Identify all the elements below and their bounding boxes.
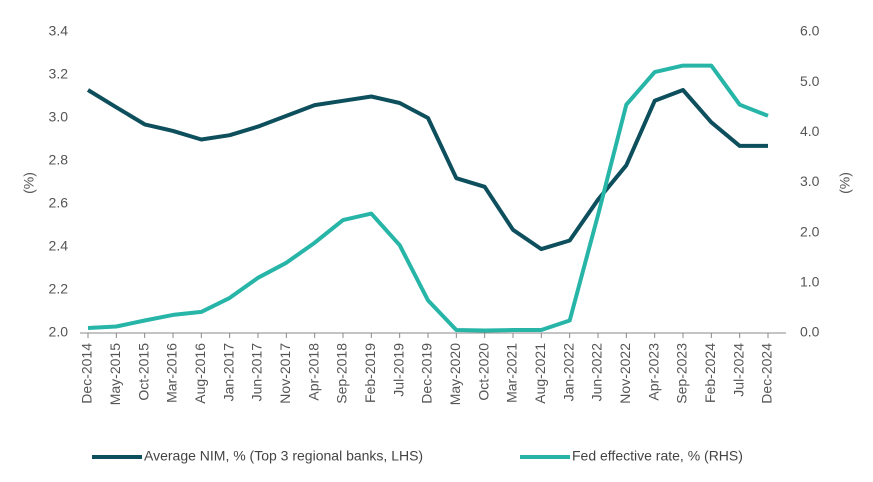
y-tick-label: 2.0 — [49, 324, 69, 340]
y2-axis-title: (%) — [837, 172, 853, 194]
y-tick-label: 2.6 — [49, 195, 69, 211]
y2-tick-label: 4.0 — [800, 123, 820, 139]
y2-tick-label: 6.0 — [800, 23, 820, 39]
y2-tick-label: 5.0 — [800, 73, 820, 89]
x-tick-label: Jun-2022 — [589, 343, 605, 402]
x-tick-label: Apr-2018 — [305, 343, 321, 401]
x-tick-label: Aug-2016 — [192, 343, 208, 404]
x-tick-label: Aug-2021 — [532, 343, 548, 404]
y2-tick-label: 2.0 — [800, 223, 820, 239]
y-tick-label: 3.4 — [49, 23, 69, 39]
x-tick-label: Nov-2017 — [277, 343, 293, 404]
x-tick-label: Sep-2023 — [674, 343, 690, 404]
x-tick-label: Feb-2019 — [362, 343, 378, 403]
y2-tick-label: 0.0 — [800, 324, 820, 340]
x-tick-label: Jun-2017 — [249, 343, 265, 402]
x-tick-label: Jan-2022 — [560, 343, 576, 402]
x-tick-label: Oct-2015 — [135, 343, 151, 401]
y-tick-label: 2.4 — [49, 238, 69, 254]
x-tick-label: Dec-2014 — [79, 343, 95, 404]
legend-label: Fed effective rate, % (RHS) — [572, 448, 743, 464]
y-tick-label: 3.2 — [49, 66, 69, 82]
x-tick-label: Jul-2019 — [390, 343, 406, 397]
series-line — [86, 88, 768, 252]
x-tick-label: May-2015 — [107, 343, 123, 405]
y-axis-title: (%) — [21, 172, 37, 194]
x-tick-label: Nov-2022 — [617, 343, 633, 404]
x-tick-label: Jul-2024 — [730, 343, 746, 397]
x-tick-label: Feb-2024 — [702, 343, 718, 403]
x-tick-label: Sep-2018 — [334, 343, 350, 404]
legend-label: Average NIM, % (Top 3 regional banks, LH… — [144, 448, 423, 464]
y-tick-label: 2.8 — [49, 152, 69, 168]
x-tick-label: Dec-2019 — [419, 343, 435, 404]
y2-tick-label: 1.0 — [800, 274, 820, 290]
x-tick-label: Dec-2024 — [759, 343, 775, 404]
x-tick-label: Mar-2021 — [504, 343, 520, 403]
y2-tick-label: 3.0 — [800, 173, 820, 189]
y-tick-label: 2.2 — [49, 281, 69, 297]
x-tick-label: Apr-2023 — [645, 343, 661, 401]
y-tick-label: 3.0 — [49, 109, 69, 125]
x-tick-label: Oct-2020 — [475, 343, 491, 401]
x-tick-label: Jan-2017 — [220, 343, 236, 402]
x-tick-label: May-2020 — [447, 343, 463, 405]
x-tick-label: Mar-2016 — [164, 343, 180, 403]
series-line — [87, 63, 769, 333]
